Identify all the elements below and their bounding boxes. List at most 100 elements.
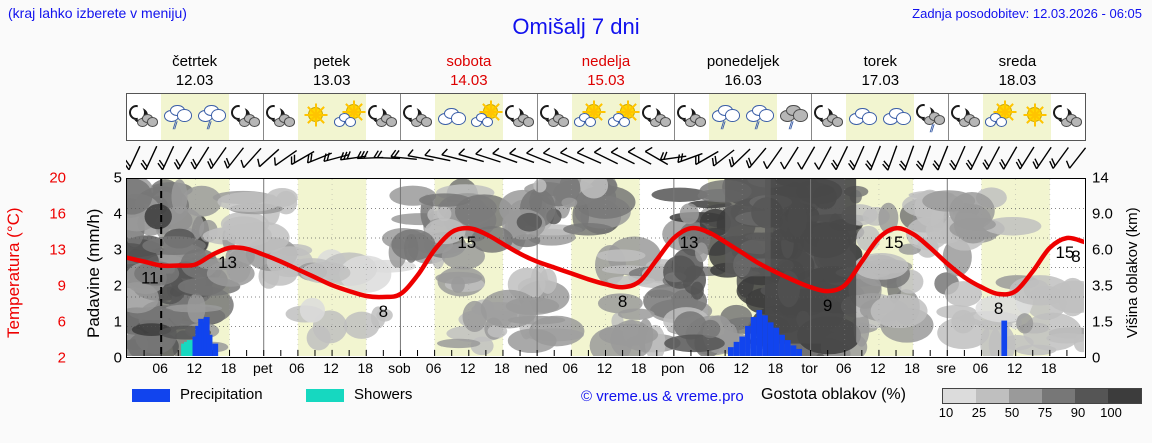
cloud-icon (685, 114, 706, 127)
cloud-density-color-scale (942, 388, 1142, 404)
wind-barb-53 (1015, 146, 1035, 170)
weather-icon-cell-1: ⫽ (161, 94, 195, 140)
weather-icon-cell-3 (229, 94, 263, 140)
cloud-density-field (127, 179, 1084, 356)
wind-barb-45 (882, 145, 898, 171)
cloud-icon (608, 113, 630, 127)
time-label-tor: tor (801, 360, 818, 376)
cloud-density-tick-75: 75 (1037, 405, 1053, 420)
precip-bar-15 (756, 309, 763, 356)
wind-barb-16 (390, 149, 417, 161)
axis-tick: 5 (113, 169, 122, 187)
wind-barb-54 (1032, 146, 1052, 170)
weather-icon-sun-cloud (606, 102, 640, 132)
precip-bar-13 (745, 325, 751, 356)
cloud-icon (883, 108, 911, 125)
cloud-density-legend-title: Gostota oblakov (%) (761, 386, 906, 403)
wind-barb-26 (560, 147, 585, 164)
precip-bar-18 (773, 327, 780, 356)
wind-barb-36 (728, 148, 751, 168)
precip-bar-16 (762, 315, 768, 356)
weather-icon-cell-18: ⫽ (743, 94, 777, 140)
weather-icon-moon-cloud (229, 102, 263, 132)
rain-dashes-icon: ⫽ (755, 121, 761, 132)
cloud-density-swatch-25 (976, 389, 1009, 403)
weather-icon-cell-27 (1051, 94, 1085, 140)
day-name: ponedeljek (706, 53, 780, 70)
cloud-density-swatch-75 (1042, 389, 1075, 403)
temp-label-8: 8 (994, 299, 1003, 318)
wind-barb-15 (373, 150, 401, 160)
axis-tick: 0 (1092, 349, 1101, 367)
wind-barb-21 (475, 148, 501, 163)
weather-icon-moon-cloud (812, 102, 846, 132)
day-name: četrtek (172, 53, 218, 70)
cloud-icon (164, 105, 192, 122)
cloud-height-axis-ticks: 14 9.0 6.0 3.5 1.5 0 (1092, 171, 1126, 366)
cloud-icon (959, 114, 980, 127)
day-header-2: sobota 14.03 (400, 52, 537, 92)
time-label-sre: sre (936, 360, 957, 376)
wind-barb-42 (830, 146, 849, 171)
day-header-4: ponedeljek 16.03 (675, 52, 812, 92)
time-label-18: 18 (357, 360, 374, 376)
weather-icon-cell-26 (1017, 94, 1051, 140)
cloud-icon (822, 114, 843, 127)
weather-icon-cell-8 (401, 94, 435, 140)
cloud-icon (471, 113, 493, 127)
weather-icon-cell-6 (332, 94, 366, 140)
precip-bar-10 (727, 347, 734, 356)
day-header-row: četrtek 12.03 petek 13.03 sobota 14.03 nedelja… (126, 52, 1086, 92)
weather-icon-moon-cloud (264, 102, 298, 132)
wind-barb-34 (695, 150, 719, 166)
forecast-plot[interactable]: 11 13 8 15 8 13 9 15 8 15 8 (126, 178, 1086, 358)
weather-icon-strip: ⫽ ⫽ ⫽ ⫽ ⫽ ⫽ (126, 93, 1086, 141)
weather-icon-sun (298, 102, 332, 132)
rain-dashes-icon: ⫽ (721, 121, 727, 132)
wind-barb-22 (492, 147, 518, 164)
time-label-18: 18 (904, 360, 920, 376)
weather-icon-cell-9 (435, 94, 469, 140)
temperature-axis-ticks: 20 16 13 9 6 2 (32, 171, 66, 366)
wind-barb-56 (1065, 147, 1086, 169)
time-label-12: 12 (870, 360, 886, 376)
axis-tick: 2 (113, 277, 122, 295)
axis-tick: 9.0 (1092, 205, 1113, 223)
wind-barb-1 (140, 145, 158, 171)
time-label-06: 06 (699, 360, 715, 376)
icon-day-2 (401, 94, 538, 140)
cloud-icon (411, 114, 432, 127)
precip-bar-4 (195, 325, 202, 356)
icon-day-0: ⫽ ⫽ (127, 94, 264, 140)
cloud-density-tick-90: 90 (1070, 405, 1086, 420)
time-label-06: 06 (425, 360, 442, 376)
cloud-icon (712, 105, 740, 122)
weather-icon-cell-23: ⫽ (914, 94, 948, 140)
weather-icon-moon-cloud (538, 102, 572, 132)
weather-icon-cell-24 (949, 94, 983, 140)
precipitation-legend-swatch (132, 389, 170, 402)
axis-tick: 20 (49, 169, 66, 187)
temp-label-8: 8 (379, 302, 388, 321)
cloud-icon (746, 105, 774, 122)
wind-barb-0 (126, 145, 141, 171)
axis-tick: 14 (1092, 169, 1109, 187)
credit-text: © vreme.us & vreme.pro (581, 388, 744, 405)
moon-icon (368, 105, 383, 120)
rain-dashes-icon: ⫽ (207, 121, 213, 132)
precipitation-legend-label: Precipitation (180, 386, 263, 403)
axis-tick: 6 (57, 313, 66, 331)
day-date: 14.03 (450, 72, 488, 89)
weather-icon-moon-cloud (1051, 102, 1085, 132)
time-label-12: 12 (733, 360, 749, 376)
cloud-icon (849, 108, 877, 125)
weather-icon-cell-2: ⫽ (195, 94, 229, 140)
wind-barb-44 (865, 145, 881, 171)
precip-bar-11 (733, 341, 740, 356)
icon-day-5: ⫽ (812, 94, 949, 140)
temperature-line (127, 225, 1084, 300)
wind-barb-3 (173, 146, 193, 170)
moon-icon (951, 105, 966, 120)
